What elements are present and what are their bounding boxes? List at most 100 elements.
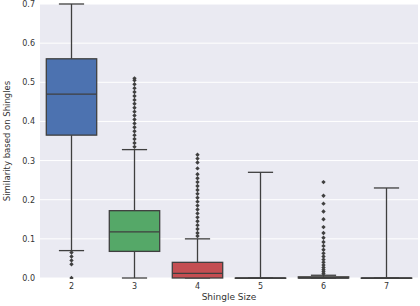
cap-high: [248, 172, 273, 173]
outlier: [321, 180, 325, 184]
outlier: [195, 192, 199, 196]
x-tick-label: 4: [195, 282, 200, 291]
outlier: [69, 254, 73, 258]
outlier: [132, 76, 136, 80]
outlier: [195, 231, 199, 235]
median: [298, 277, 348, 278]
x-tick-label: 7: [384, 282, 389, 291]
box: [298, 277, 348, 278]
whisker-high: [134, 150, 135, 211]
whisker-high: [386, 188, 387, 278]
y-tick-label: 0.2: [22, 196, 35, 205]
grid-line: [40, 278, 418, 279]
outlier: [195, 207, 199, 211]
outlier: [195, 203, 199, 207]
whisker-high: [197, 239, 198, 262]
y-tick-label: 0.7: [22, 0, 35, 9]
chart: 0.00.10.20.30.40.50.60.7234567Shingle Si…: [0, 0, 420, 306]
y-tick-label: 0.1: [22, 235, 35, 244]
outlier: [195, 180, 199, 184]
outlier: [195, 223, 199, 227]
y-tick-label: 0.4: [22, 117, 35, 126]
box: [235, 277, 285, 279]
x-tick-label: 2: [69, 282, 74, 291]
box: [361, 277, 411, 279]
cap-high: [185, 238, 210, 239]
outlier: [132, 117, 136, 121]
outlier: [321, 240, 325, 244]
boxes: [46, 4, 411, 279]
whisker-high: [260, 172, 261, 278]
x-tick-label: 6: [321, 282, 326, 291]
outlier: [321, 231, 325, 235]
outlier: [132, 82, 136, 86]
whisker-low: [134, 251, 135, 278]
outlier: [195, 211, 199, 215]
cap-high: [59, 3, 84, 4]
y-axis-label: Similarity based on Shingles: [2, 80, 12, 201]
outlier: [69, 276, 73, 279]
outlier: [132, 113, 136, 117]
median: [109, 231, 159, 232]
median: [235, 277, 285, 278]
outlier: [132, 86, 136, 90]
outlier: [195, 156, 199, 160]
outlier: [321, 201, 325, 205]
outlier: [132, 121, 136, 125]
outlier: [195, 153, 199, 157]
median: [172, 273, 222, 274]
outlier: [132, 137, 136, 141]
grid-line: [40, 238, 418, 239]
y-tick-label: 0.5: [22, 78, 35, 87]
outlier: [195, 166, 199, 170]
outlier: [321, 217, 325, 221]
outlier: [132, 106, 136, 110]
whisker-low: [71, 135, 72, 250]
outlier: [195, 176, 199, 180]
x-tick-label: 3: [132, 282, 137, 291]
outlier: [321, 209, 325, 213]
plot-background: [40, 4, 418, 278]
y-tick-label: 0.6: [22, 39, 35, 48]
outlier: [195, 196, 199, 200]
outlier: [195, 172, 199, 176]
x-axis-label: Shingle Size: [202, 292, 257, 302]
outlier: [132, 90, 136, 94]
outlier: [69, 262, 73, 266]
outlier: [195, 188, 199, 192]
outlier: [132, 125, 136, 129]
outlier: [132, 94, 136, 98]
outlier: [195, 219, 199, 223]
whisker-high: [71, 4, 72, 59]
grid-line: [40, 160, 418, 161]
outlier: [132, 145, 136, 149]
outlier: [195, 227, 199, 231]
outlier: [321, 194, 325, 198]
outlier: [132, 102, 136, 106]
box: [172, 262, 222, 278]
outlier: [195, 184, 199, 188]
outlier: [195, 160, 199, 164]
outlier: [321, 244, 325, 248]
outlier: [132, 109, 136, 113]
outlier: [321, 235, 325, 239]
box: [46, 59, 96, 135]
outlier: [69, 250, 73, 254]
outlier: [195, 199, 199, 203]
outlier: [132, 129, 136, 133]
y-tick-label: 0.3: [22, 157, 35, 166]
grid-line: [40, 4, 418, 5]
median: [46, 93, 96, 94]
outlier: [321, 248, 325, 252]
outlier: [321, 225, 325, 229]
cap-high: [122, 149, 147, 150]
cap-high: [374, 187, 399, 188]
box: [109, 211, 159, 252]
outlier: [132, 141, 136, 145]
grid-line: [40, 199, 418, 200]
grid-line: [40, 43, 418, 44]
outlier: [195, 215, 199, 219]
outlier: [132, 133, 136, 137]
x-tick-label: 5: [258, 282, 263, 291]
outlier: [132, 98, 136, 102]
